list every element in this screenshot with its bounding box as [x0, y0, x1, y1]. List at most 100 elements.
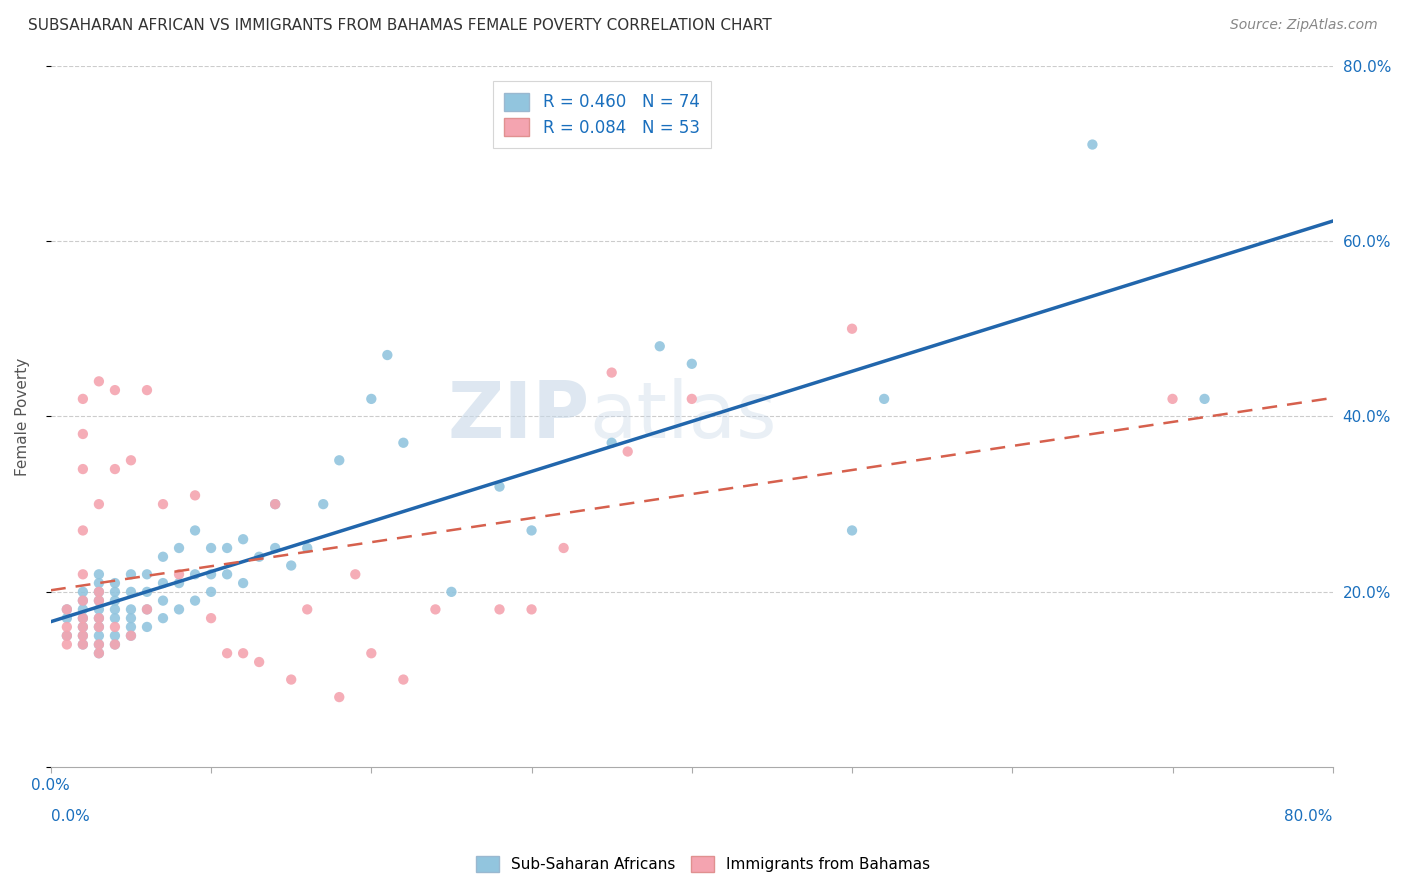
Point [104, 602, 127, 616]
Point [72, 462, 94, 476]
Point [232, 646, 254, 660]
Point [841, 524, 863, 538]
Point [56, 611, 79, 625]
Point [72, 638, 94, 652]
Point [553, 541, 575, 555]
Legend: Sub-Saharan Africans, Immigrants from Bahamas: Sub-Saharan Africans, Immigrants from Ba… [468, 848, 938, 880]
Point [104, 629, 127, 643]
Point [87, 620, 110, 634]
Point [264, 541, 287, 555]
Point [72, 611, 94, 625]
Point [87, 567, 110, 582]
Point [217, 646, 239, 660]
Point [120, 629, 142, 643]
Point [72, 567, 94, 582]
Point [328, 453, 350, 467]
Point [392, 435, 415, 450]
Point [1081, 137, 1104, 152]
Point [72, 392, 94, 406]
Point [600, 366, 623, 380]
Point [167, 567, 190, 582]
Point [232, 533, 254, 547]
Point [56, 602, 79, 616]
Point [184, 593, 207, 607]
Point [87, 638, 110, 652]
Point [392, 673, 415, 687]
Point [87, 629, 110, 643]
Point [681, 357, 703, 371]
Point [297, 541, 319, 555]
Point [72, 629, 94, 643]
Point [200, 585, 222, 599]
Point [217, 567, 239, 582]
Point [120, 629, 142, 643]
Text: 80.0%: 80.0% [1285, 809, 1333, 824]
Point [360, 646, 382, 660]
Point [360, 392, 382, 406]
Point [167, 602, 190, 616]
Point [87, 646, 110, 660]
Point [104, 383, 127, 397]
Point [120, 602, 142, 616]
Point [87, 611, 110, 625]
Point [72, 629, 94, 643]
Point [520, 524, 543, 538]
Text: atlas: atlas [589, 378, 776, 454]
Point [87, 646, 110, 660]
Text: SUBSAHARAN AFRICAN VS IMMIGRANTS FROM BAHAMAS FEMALE POVERTY CORRELATION CHART: SUBSAHARAN AFRICAN VS IMMIGRANTS FROM BA… [28, 18, 772, 33]
Point [873, 392, 896, 406]
Point [87, 585, 110, 599]
Point [247, 655, 270, 669]
Point [87, 593, 110, 607]
Point [136, 383, 159, 397]
Point [72, 602, 94, 616]
Point [87, 620, 110, 634]
Text: Source: ZipAtlas.com: Source: ZipAtlas.com [1230, 18, 1378, 32]
Point [280, 673, 302, 687]
Point [841, 322, 863, 336]
Point [87, 576, 110, 591]
Point [152, 497, 174, 511]
Point [72, 593, 94, 607]
Point [87, 602, 110, 616]
Point [56, 620, 79, 634]
Point [264, 497, 287, 511]
Point [72, 638, 94, 652]
Point [104, 620, 127, 634]
Point [648, 339, 671, 353]
Point [104, 593, 127, 607]
Point [120, 585, 142, 599]
Point [72, 585, 94, 599]
Point [152, 549, 174, 564]
Point [520, 602, 543, 616]
Point [167, 576, 190, 591]
Point [56, 629, 79, 643]
Point [440, 585, 463, 599]
Text: 0.0%: 0.0% [51, 809, 90, 824]
Point [136, 567, 159, 582]
Point [264, 497, 287, 511]
Point [72, 524, 94, 538]
Point [167, 541, 190, 555]
Point [87, 375, 110, 389]
Point [328, 690, 350, 705]
Y-axis label: Female Poverty: Female Poverty [15, 358, 30, 475]
Point [375, 348, 398, 362]
Point [72, 611, 94, 625]
Point [217, 541, 239, 555]
Point [681, 392, 703, 406]
Point [280, 558, 302, 573]
Point [56, 629, 79, 643]
Point [616, 444, 638, 458]
Point [120, 567, 142, 582]
Point [72, 620, 94, 634]
Point [104, 576, 127, 591]
Point [87, 611, 110, 625]
Point [312, 497, 335, 511]
Point [1194, 392, 1216, 406]
Point [247, 549, 270, 564]
Point [120, 611, 142, 625]
Point [200, 541, 222, 555]
Point [136, 602, 159, 616]
Point [184, 524, 207, 538]
